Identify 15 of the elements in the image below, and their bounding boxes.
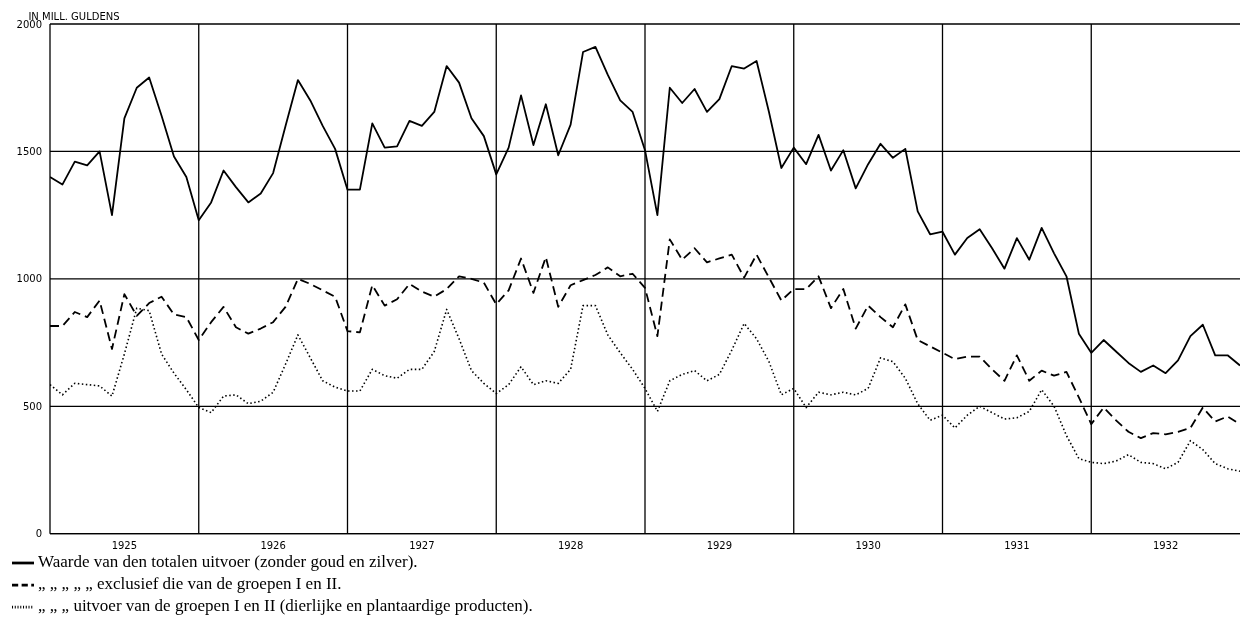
y-tick-label: 500	[22, 400, 42, 412]
y-tick-label: 0	[35, 528, 42, 540]
legend-label: Waarde van den totalen uitvoer (zonder goud en zilver).	[38, 551, 418, 571]
x-tick-label: 1928	[557, 539, 584, 551]
legend-label: „ „ „ „ „ exclusief die van de groepen I en II.	[38, 573, 342, 593]
x-tick-label: 1927	[409, 539, 435, 551]
x-tick-label: 1929	[706, 539, 733, 551]
y-tick-label: 1500	[16, 145, 42, 157]
y-tick-label: 1000	[16, 273, 42, 285]
x-tick-label: 1931	[1004, 539, 1030, 551]
legend-label: „ „ „ uitvoer van de groepen I en II (dierlijke en plantaardige producten).	[38, 595, 533, 615]
x-tick-label: 1930	[855, 539, 881, 551]
x-tick-label: 1926	[260, 539, 286, 551]
x-tick-label: 1925	[111, 539, 138, 551]
x-tick-label: 1932	[1152, 539, 1179, 551]
